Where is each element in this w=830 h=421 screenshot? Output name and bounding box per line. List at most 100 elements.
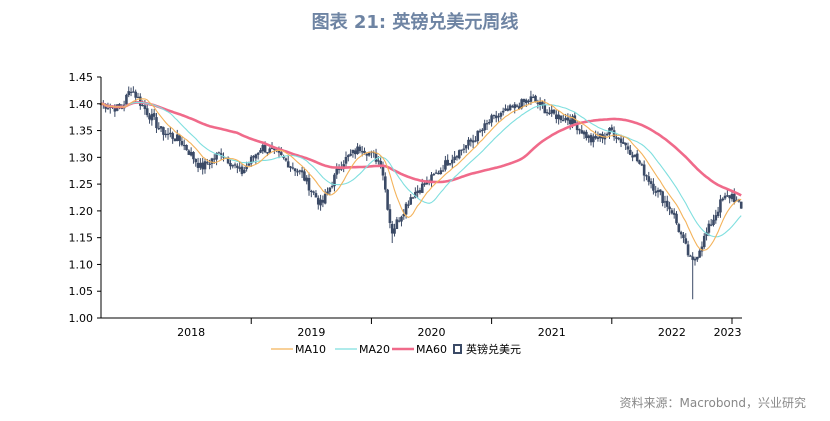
- candle-body: [129, 91, 133, 93]
- candle-body: [617, 138, 621, 140]
- candle-body: [682, 234, 685, 239]
- candle-body: [564, 117, 567, 121]
- candle-body: [162, 127, 165, 135]
- candle-body: [374, 152, 378, 162]
- candle-body: [728, 195, 731, 199]
- candle-body: [358, 146, 362, 152]
- candle-body: [240, 166, 244, 175]
- candle-body: [298, 170, 302, 172]
- legend-label: MA10: [295, 343, 326, 356]
- candle-body: [409, 197, 413, 205]
- candle-body: [499, 112, 503, 117]
- candle-body: [654, 191, 658, 193]
- ma10-line: [100, 98, 742, 251]
- candle-body: [693, 258, 697, 261]
- candle-body: [305, 177, 309, 182]
- candle-body: [263, 144, 267, 153]
- candle-body: [113, 107, 117, 112]
- candle-body: [497, 116, 500, 118]
- candle-body: [164, 133, 168, 136]
- candle-body: [171, 133, 174, 139]
- x-tick-label: 2019: [297, 326, 325, 339]
- candle-body: [709, 224, 713, 226]
- candle-body: [716, 211, 720, 217]
- candle-body: [555, 114, 558, 120]
- candle-body: [721, 198, 725, 201]
- candle-body: [377, 160, 380, 162]
- candle-body: [543, 104, 547, 114]
- candle-body: [723, 195, 727, 199]
- y-axis: 1.45 1.40 1.35 1.30 1.25 1.20 1.15 1.10 1.05 1.00: [69, 71, 102, 325]
- candle-body: [238, 167, 241, 169]
- y-tick-label: 1.20: [69, 205, 94, 218]
- candle-body: [259, 150, 262, 153]
- candle-body: [524, 99, 528, 104]
- candle-body: [196, 162, 200, 168]
- candle-body: [252, 155, 255, 158]
- candle-body: [201, 162, 204, 170]
- candle-body: [441, 170, 445, 172]
- candle-body: [451, 159, 454, 164]
- candles: [99, 86, 743, 300]
- candle-body: [485, 123, 489, 125]
- candle-body: [732, 193, 736, 203]
- y-tick-label: 1.45: [69, 71, 94, 84]
- plot-area: [99, 86, 743, 300]
- x-tick-label: 2020: [418, 326, 446, 339]
- candle-body: [513, 104, 517, 109]
- legend: MA10 MA20 MA60 英镑兑美元: [271, 342, 521, 356]
- x-tick-label: 2018: [177, 326, 205, 339]
- x-tick-label: 2021: [538, 326, 566, 339]
- candle-body: [273, 148, 276, 150]
- candle-body: [557, 114, 560, 120]
- candle-body: [293, 168, 297, 172]
- candle-body: [684, 238, 688, 244]
- candle-body: [462, 148, 466, 150]
- candle-body: [726, 195, 729, 197]
- candle-body: [649, 181, 653, 184]
- candle-body: [393, 228, 396, 234]
- candle-body: [686, 244, 690, 256]
- candle-body: [383, 176, 387, 190]
- candle-body: [423, 183, 426, 185]
- candle-body: [492, 114, 496, 117]
- x-axis: 2018 2019 2020 2021 2022 2023: [101, 317, 742, 339]
- legend-label: 英镑兑美元: [466, 342, 521, 356]
- candle-body: [566, 117, 570, 121]
- candle-body: [698, 250, 701, 258]
- candle-body: [471, 140, 475, 143]
- candle-body: [344, 156, 348, 164]
- candle-body: [592, 136, 595, 143]
- candle-body: [520, 99, 523, 109]
- chart-title: 图表 21: 英镑兑美元周线: [311, 12, 519, 33]
- candle-body: [615, 137, 618, 139]
- candle-body: [395, 219, 399, 229]
- candle-body: [619, 138, 623, 143]
- candle-body: [367, 152, 371, 156]
- candle-body: [349, 153, 352, 156]
- candle-body: [277, 150, 281, 153]
- candle-body: [580, 130, 584, 134]
- y-tick-label: 1.00: [69, 312, 94, 325]
- candle-body: [365, 153, 369, 156]
- candle-body: [180, 141, 184, 145]
- candle-body: [575, 122, 579, 131]
- candle-body: [490, 115, 493, 123]
- candle-body: [210, 158, 214, 164]
- candle-body: [199, 162, 202, 168]
- candle-body: [206, 162, 209, 164]
- candle-body: [236, 165, 239, 168]
- candle-body: [231, 165, 235, 167]
- candle-body: [120, 107, 124, 110]
- candle-body: [737, 199, 741, 202]
- candle-body: [487, 122, 491, 124]
- candle-body: [208, 163, 211, 165]
- candle-body: [303, 171, 306, 181]
- candle-body: [550, 109, 554, 114]
- candle-body: [310, 190, 313, 193]
- candle-body: [739, 201, 743, 209]
- candle-body: [561, 120, 565, 122]
- candle-body: [312, 191, 315, 193]
- source-note: 资料来源：Macrobond，兴业研究: [619, 396, 807, 410]
- ma60-line: [100, 101, 742, 197]
